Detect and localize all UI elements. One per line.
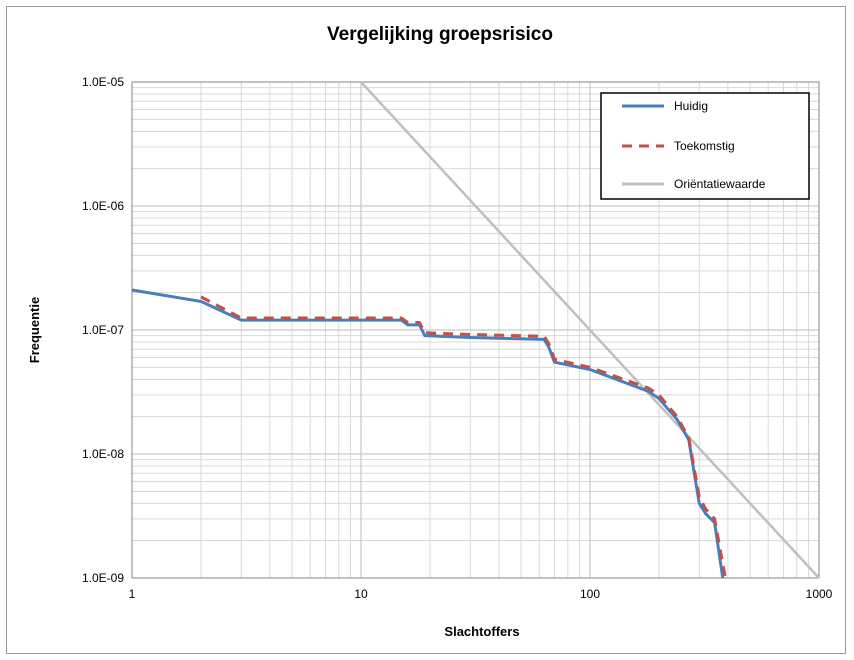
legend-label-huidig: Huidig [674,99,708,113]
x-tick-label: 1 [129,587,136,601]
plot-area-border [131,81,820,579]
x-axis-title: Slachtoffers [444,624,519,639]
y-tick-label: 1.0E-08 [82,447,124,461]
y-tick-label: 1.0E-06 [82,199,124,213]
x-tick-label: 1000 [806,587,833,601]
y-axis-title: Frequentie [27,297,42,363]
y-tick-label: 1.0E-05 [82,75,124,89]
y-tick-label: 1.0E-07 [82,323,124,337]
x-tick-label: 100 [580,587,600,601]
series-line-orintatiewaarde [360,81,820,579]
series-layer [131,81,820,579]
x-tick-label: 10 [354,587,368,601]
legend: Huidig Toekomstig Oriëntatiewaarde [600,92,810,200]
series-line-toekomstig [200,295,727,579]
legend-label-toekomstig: Toekomstig [674,139,735,153]
legend-box [600,92,810,200]
tick-labels: 1 10 100 1000 1.0E-09 1.0E-08 1.0E-07 1.0E-06 1.… [82,75,833,601]
legend-label-orientatiewaarde: Oriëntatiewaarde [674,177,766,191]
chart-title: Vergelijking groepsrisico [327,24,553,45]
y-tick-label: 1.0E-09 [82,571,124,585]
